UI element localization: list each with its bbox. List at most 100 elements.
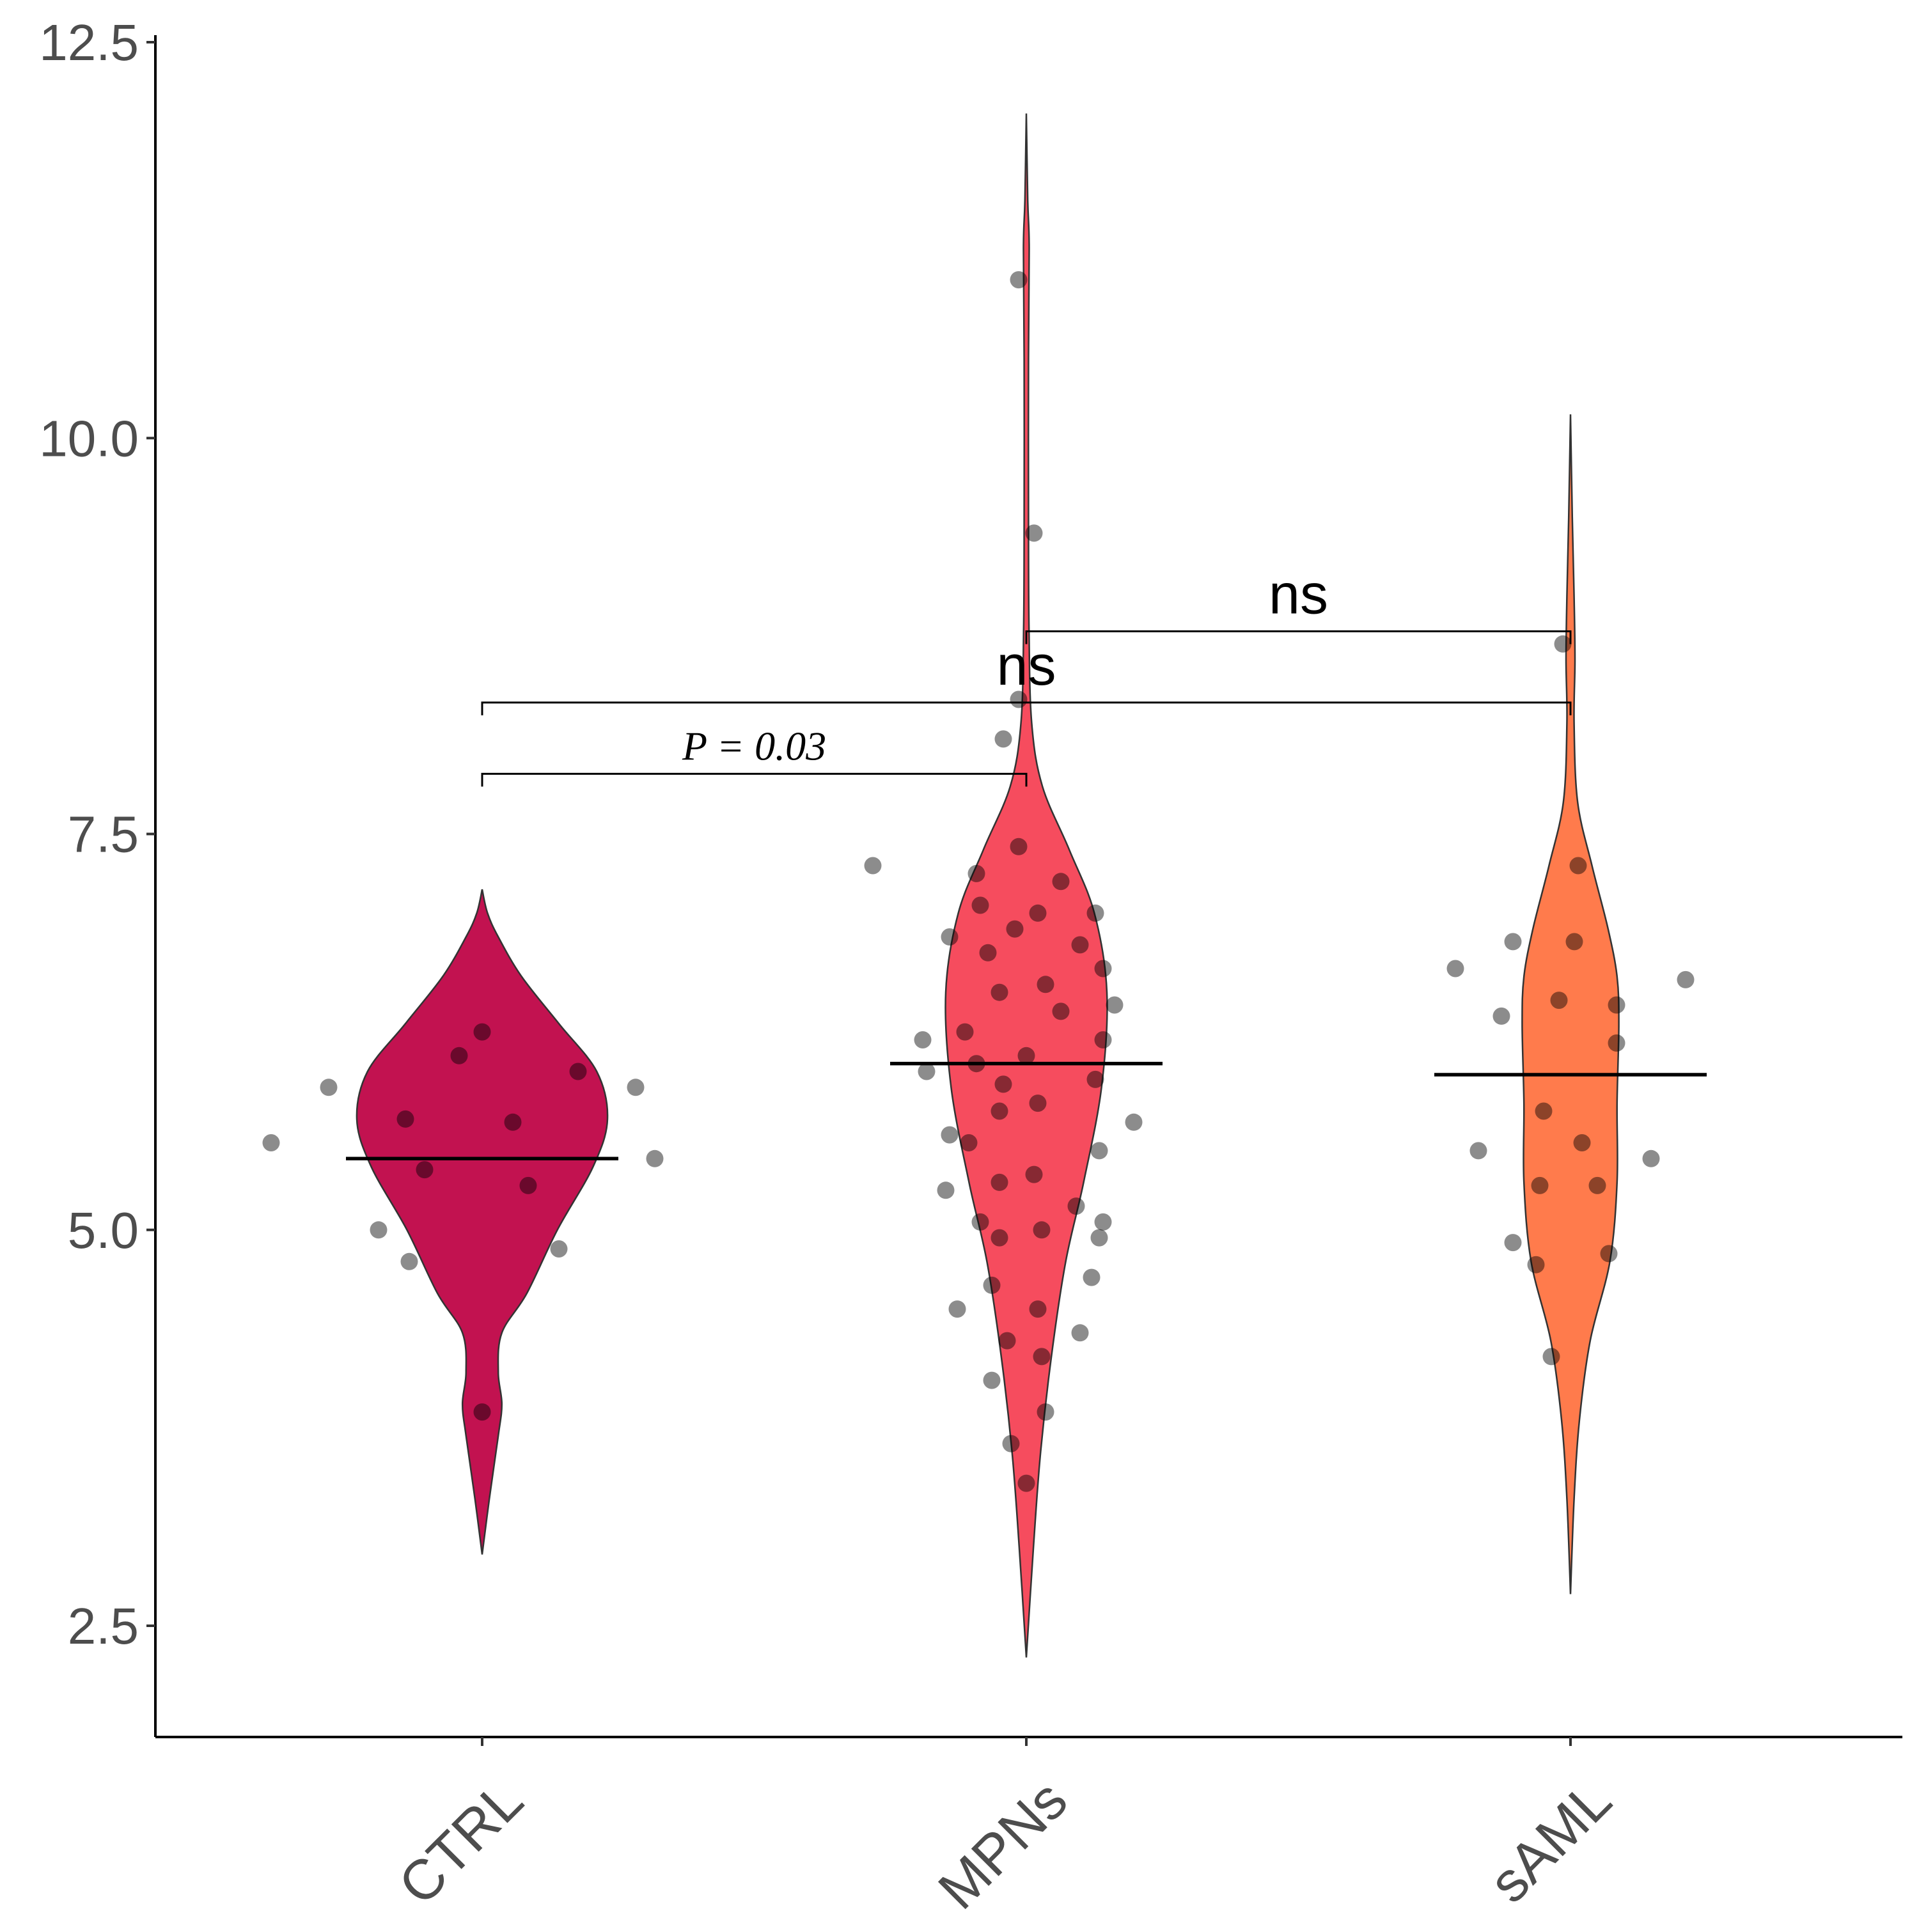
comparison-label-3: ns [1269,562,1328,625]
data-point-mpns [1071,1324,1089,1342]
comparison-bracket-3 [1025,630,1572,644]
medians-layer [346,1061,1707,1161]
data-point-mpns [1094,1213,1112,1231]
data-point-mpns [1010,690,1028,708]
data-point-mpns [1025,524,1043,542]
data-point-saml [1642,1149,1660,1167]
data-point-mpns [1010,837,1028,855]
data-point-ctrl [400,1252,418,1270]
data-point-mpns [1025,1165,1043,1183]
violin-mpns [944,113,1108,1658]
data-point-saml [1504,1234,1522,1252]
data-point-saml [1588,1176,1606,1194]
data-point-mpns [1094,1031,1112,1048]
data-point-mpns [1029,1095,1047,1112]
x-tick-label-mpns: MPNs [926,1768,1079,1920]
points-layer [262,271,1695,1492]
data-point-ctrl [473,1403,491,1421]
data-point-ctrl [569,1063,587,1080]
data-point-saml [1608,996,1625,1014]
data-point-mpns [1002,1435,1020,1453]
data-point-saml [1554,635,1572,653]
data-point-mpns [971,896,989,914]
data-point-mpns [991,1229,1008,1247]
data-point-saml [1504,933,1522,951]
data-point-mpns [1067,1197,1085,1215]
data-point-mpns [960,1134,978,1151]
data-point-mpns [1006,920,1024,938]
data-point-saml [1446,960,1464,978]
data-point-mpns [948,1300,966,1318]
data-point-saml [1535,1102,1553,1120]
data-point-mpns [941,1126,959,1144]
data-point-ctrl [504,1113,522,1131]
data-point-mpns [983,1371,1001,1389]
data-point-mpns [1086,904,1104,922]
data-point-ctrl [416,1161,434,1179]
data-point-mpns [979,944,997,962]
data-point-ctrl [262,1134,280,1151]
y-tick-label: 5.0 [68,1202,139,1259]
comparison-bracket-1 [481,772,1028,787]
data-point-mpns [1090,1229,1108,1247]
data-point-mpns [1090,1142,1108,1160]
data-point-ctrl [320,1079,338,1096]
x-tick-label-ctrl: CTRL [386,1768,535,1916]
data-point-mpns [971,1213,989,1231]
data-point-mpns [994,1075,1012,1093]
data-point-ctrl [627,1079,645,1096]
data-point-mpns [967,864,985,882]
data-point-mpns [1010,271,1028,289]
x-tick-label-saml: sAML [1476,1768,1623,1914]
data-point-ctrl [396,1110,414,1128]
data-point-mpns [937,1181,955,1199]
data-point-ctrl [473,1023,491,1041]
y-tick-label: 7.5 [68,806,139,863]
comparison-label-1: P = 0.03 [682,723,826,768]
data-point-mpns [1029,904,1047,922]
data-point-mpns [1052,873,1070,891]
data-point-mpns [941,928,959,946]
comparison-bracket-2 [481,701,1572,715]
data-point-ctrl [646,1149,664,1167]
data-point-saml [1677,970,1695,988]
data-point-saml [1469,1142,1487,1160]
data-point-mpns [1125,1113,1143,1131]
data-point-ctrl [519,1176,537,1194]
data-point-mpns [1083,1268,1100,1286]
data-point-mpns [983,1276,1001,1294]
data-point-mpns [991,1102,1008,1120]
data-point-saml [1600,1245,1618,1263]
y-tick-label: 2.5 [68,1598,139,1655]
data-point-saml [1531,1176,1549,1194]
data-point-mpns [956,1023,974,1041]
violin-ctrl [356,889,609,1555]
data-point-mpns [1094,960,1112,978]
violins-layer [356,113,1620,1658]
data-point-mpns [1029,1300,1047,1318]
data-point-mpns [994,730,1012,748]
data-point-ctrl [450,1047,468,1064]
data-point-mpns [914,1031,932,1048]
data-point-saml [1573,1134,1591,1151]
data-point-saml [1608,1034,1625,1052]
data-point-ctrl [550,1240,568,1258]
data-point-saml [1550,992,1568,1009]
data-point-mpns [1033,1221,1051,1239]
data-point-ctrl [370,1221,388,1239]
data-point-saml [1527,1256,1545,1274]
data-point-mpns [1086,1070,1104,1088]
data-point-saml [1569,857,1587,875]
data-point-mpns [998,1332,1016,1350]
data-point-saml [1565,933,1583,951]
data-point-mpns [1052,1002,1070,1020]
data-point-mpns [1017,1047,1035,1064]
data-point-mpns [1033,1348,1051,1366]
data-point-mpns [1017,1474,1035,1492]
data-point-mpns [1106,996,1124,1014]
data-point-mpns [864,857,882,875]
data-point-mpns [991,1173,1008,1191]
